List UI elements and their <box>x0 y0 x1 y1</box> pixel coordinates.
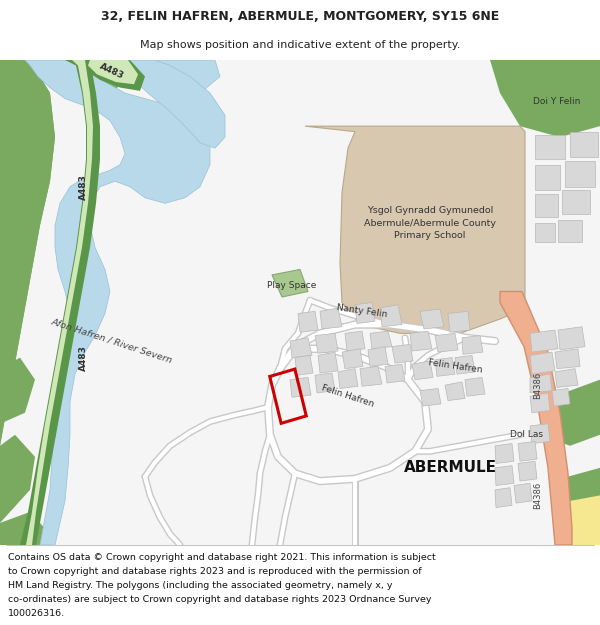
Polygon shape <box>315 333 338 353</box>
Polygon shape <box>290 338 312 357</box>
Polygon shape <box>392 344 413 363</box>
Polygon shape <box>420 309 444 329</box>
Text: Afon Hafren / River Severn: Afon Hafren / River Severn <box>50 317 174 365</box>
Polygon shape <box>530 352 555 374</box>
Polygon shape <box>448 311 470 332</box>
Text: Dol Las: Dol Las <box>510 430 543 439</box>
Text: to Crown copyright and database rights 2023 and is reproduced with the permissio: to Crown copyright and database rights 2… <box>8 567 422 576</box>
Polygon shape <box>410 331 432 351</box>
Polygon shape <box>295 356 313 375</box>
Polygon shape <box>555 369 578 388</box>
Text: Play Space: Play Space <box>268 281 317 291</box>
Polygon shape <box>0 60 55 446</box>
Polygon shape <box>558 220 582 242</box>
Polygon shape <box>305 126 525 333</box>
Polygon shape <box>412 361 433 379</box>
Polygon shape <box>535 194 558 216</box>
Polygon shape <box>125 60 210 88</box>
Polygon shape <box>530 330 558 352</box>
Text: 100026316.: 100026316. <box>8 609 65 618</box>
Polygon shape <box>514 483 532 503</box>
Polygon shape <box>385 364 405 383</box>
Polygon shape <box>530 393 550 412</box>
Text: Contains OS data © Crown copyright and database right 2021. This information is : Contains OS data © Crown copyright and d… <box>8 553 436 562</box>
Polygon shape <box>555 349 580 369</box>
Text: Nanty Felin: Nanty Felin <box>336 303 388 319</box>
Text: 32, FELIN HAFREN, ABERMULE, MONTGOMERY, SY15 6NE: 32, FELIN HAFREN, ABERMULE, MONTGOMERY, … <box>101 10 499 23</box>
Polygon shape <box>320 308 342 329</box>
Polygon shape <box>518 441 537 461</box>
Text: A483: A483 <box>98 61 125 81</box>
Polygon shape <box>540 379 600 446</box>
Text: B4386: B4386 <box>533 482 542 509</box>
Text: Felin Hafren: Felin Hafren <box>427 358 482 374</box>
Polygon shape <box>555 468 600 534</box>
Polygon shape <box>552 389 570 406</box>
Text: co-ordinates) are subject to Crown copyright and database rights 2023 Ordnance S: co-ordinates) are subject to Crown copyr… <box>8 595 431 604</box>
Polygon shape <box>420 389 441 406</box>
Polygon shape <box>0 435 35 523</box>
Polygon shape <box>0 60 55 446</box>
Polygon shape <box>55 60 120 104</box>
Polygon shape <box>355 302 375 324</box>
Polygon shape <box>490 60 600 137</box>
Polygon shape <box>495 488 512 508</box>
Text: Felin Hafren: Felin Hafren <box>320 384 376 409</box>
Polygon shape <box>530 374 552 393</box>
Polygon shape <box>0 60 50 281</box>
Polygon shape <box>455 356 475 374</box>
Polygon shape <box>25 60 220 545</box>
Polygon shape <box>110 60 225 148</box>
Polygon shape <box>570 496 600 545</box>
Polygon shape <box>465 378 485 396</box>
Polygon shape <box>565 161 595 187</box>
Polygon shape <box>558 327 585 350</box>
Polygon shape <box>318 352 338 373</box>
Polygon shape <box>360 366 382 386</box>
Polygon shape <box>435 357 455 376</box>
Polygon shape <box>518 461 537 481</box>
Polygon shape <box>368 347 388 366</box>
Polygon shape <box>315 373 335 393</box>
Text: Doi Y Felin: Doi Y Felin <box>533 98 581 106</box>
Text: A483: A483 <box>79 174 88 200</box>
Polygon shape <box>445 382 465 401</box>
Polygon shape <box>462 336 483 354</box>
Polygon shape <box>380 305 402 327</box>
Polygon shape <box>535 223 555 242</box>
Polygon shape <box>495 444 514 463</box>
Polygon shape <box>298 311 318 332</box>
Polygon shape <box>290 378 311 398</box>
Polygon shape <box>338 369 358 389</box>
Polygon shape <box>570 132 598 157</box>
Text: Ysgol Gynradd Gymunedol
Abermule/Abermule County
Primary School: Ysgol Gynradd Gymunedol Abermule/Abermul… <box>364 206 496 240</box>
Polygon shape <box>88 60 138 84</box>
Polygon shape <box>345 331 365 351</box>
Polygon shape <box>435 333 458 352</box>
Polygon shape <box>535 135 565 159</box>
Polygon shape <box>495 466 514 486</box>
Polygon shape <box>20 60 100 545</box>
Polygon shape <box>0 357 35 424</box>
Polygon shape <box>0 512 50 545</box>
Polygon shape <box>562 190 590 214</box>
Text: B4386: B4386 <box>533 371 542 399</box>
Text: ABERMULE: ABERMULE <box>404 461 497 476</box>
Text: HM Land Registry. The polygons (including the associated geometry, namely x, y: HM Land Registry. The polygons (includin… <box>8 581 392 590</box>
Polygon shape <box>272 269 308 297</box>
Text: A483: A483 <box>79 344 88 371</box>
Polygon shape <box>0 60 600 545</box>
Polygon shape <box>342 349 363 369</box>
Polygon shape <box>500 291 572 545</box>
Polygon shape <box>26 60 93 545</box>
Text: Map shows position and indicative extent of the property.: Map shows position and indicative extent… <box>140 40 460 50</box>
Polygon shape <box>84 60 145 91</box>
Polygon shape <box>530 424 550 444</box>
Polygon shape <box>370 331 392 349</box>
Polygon shape <box>535 165 560 190</box>
